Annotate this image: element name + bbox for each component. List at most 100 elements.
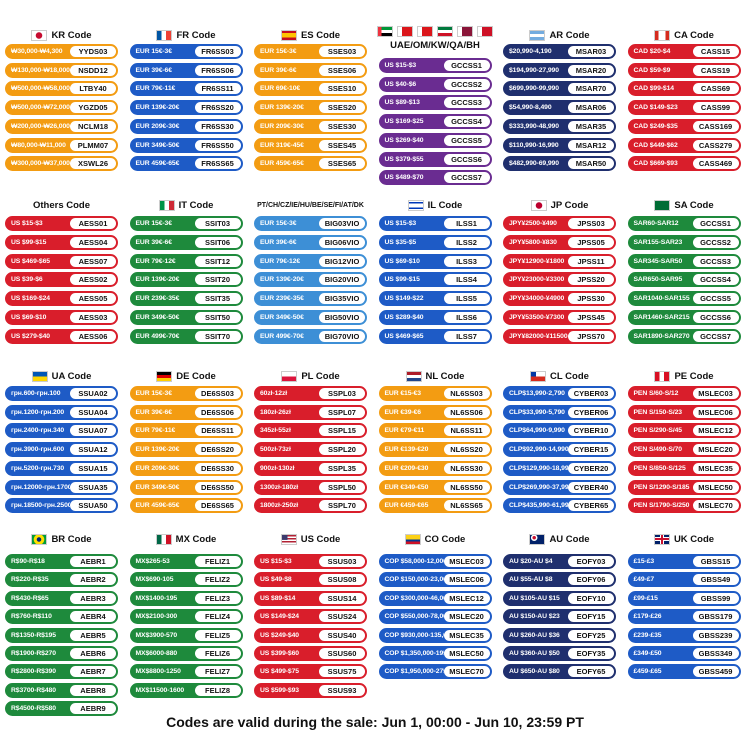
price-range: PEN S/150-S/23 (633, 408, 683, 416)
price-range: US $35-$5 (384, 238, 417, 246)
coupon-pill: PEN S/850-S/125 MSLEC35 (627, 460, 741, 476)
coupon-code: GCCSS6 (692, 312, 739, 323)
price-range: £459-£65 (633, 668, 662, 676)
title-text: ES Code (300, 29, 341, 41)
section-title: JP Code (503, 198, 616, 212)
price-range: EUR 459€-65€ (260, 160, 304, 168)
price-range: EUR €209-€30 (384, 464, 429, 472)
price-range: 500zł-73zł (260, 446, 291, 454)
price-range: R$1350-R$195 (11, 631, 56, 639)
price-range: EUR 39€-6€ (260, 238, 297, 246)
coupon-code: FELIZ5 (194, 629, 241, 641)
price-range: ₩200,000-₩26,000 (11, 122, 70, 130)
price-range: US $289-$40 (384, 314, 424, 321)
coupon-code: NL6SS20 (443, 444, 490, 456)
coupon-code: SSUA50 (70, 500, 116, 512)
coupon-pill: грн.2400-грн.340 SSUA07 (5, 423, 118, 439)
coupon-code: JPSS30 (568, 293, 614, 305)
price-range: SAR650-SAR95 (633, 276, 683, 284)
title-text: NL Code (425, 370, 465, 382)
coupon-pill: ₩300,000-₩37,000 XSWL26 (5, 156, 118, 172)
section-title: UA Code (5, 369, 118, 383)
coupon-code: SSUS40 (319, 629, 365, 641)
coupon-pill: EUR 139€-20€ FR6SS20 (129, 100, 243, 116)
coupon-pill: US $499-$75 SSUS75 (254, 664, 367, 680)
coupon-pill: EUR €209-€30 NL6SS30 (378, 460, 492, 476)
coupon-code: ILSS4 (443, 274, 490, 286)
coupon-code: YGZD05 (70, 102, 116, 114)
coupon-code: AEBR8 (70, 684, 116, 696)
price-range: CLP$269,990-37,990 (509, 483, 568, 491)
price-range: PEN S/850-S/125 (633, 464, 686, 472)
price-range: CLP$129,990-18,990 (509, 464, 568, 472)
coupon-pill: JPY¥53500-¥7300 JPSS45 (503, 310, 616, 325)
price-range: AU $105-AU $15 (509, 594, 560, 602)
section-title: DE Code (130, 369, 243, 383)
coupon-code: MSLEC20 (443, 611, 490, 623)
price-range: MX$6000-880 (135, 650, 178, 657)
price-range: US $40-$6 (384, 80, 417, 88)
coupon-code: DE6SS50 (194, 481, 241, 493)
section-title: SA Code (628, 198, 741, 212)
coupon-code: MSLEC20 (692, 444, 739, 456)
coupon-pill: SAR650-SAR95 GCCSS4 (627, 272, 741, 288)
coupon-code: AESS07 (70, 255, 116, 267)
coupon-pill: EUR 349€-50€ BIG50VIO (254, 310, 367, 325)
coupon-pill: EUR 79€-12€ BIG12VIO (254, 253, 367, 269)
coupon-code: SSIT03 (194, 218, 241, 229)
flag-icon (397, 25, 413, 37)
coupon-code: SSIT70 (194, 330, 241, 342)
price-range: US $89-$14 (260, 594, 296, 602)
coupon-code: CYBER65 (568, 500, 614, 512)
price-range: SAR345-SAR50 (633, 257, 683, 265)
coupon-code: BIG35VIO (319, 293, 365, 305)
coupon-code: MSAR35 (568, 120, 614, 132)
price-range: US $69-$10 (384, 257, 420, 265)
coupon-code: NL6SS06 (443, 406, 490, 418)
coupon-pill: MX$2100-300 FELIZ4 (129, 609, 243, 625)
coupon-pill: 60zł-12zł SSPL03 (254, 386, 367, 401)
coupon-pill: COP $150,000-23,000MSLEC06 (378, 572, 492, 588)
coupon-code: NL6SS30 (443, 462, 490, 474)
coupon-code: FELIZ7 (194, 666, 241, 678)
coupon-code: SSES06 (319, 64, 365, 76)
coupon-code: GCCSS1 (443, 60, 490, 71)
coupon-code: SSPL35 (319, 462, 365, 474)
coupon-code: XSWL26 (70, 158, 116, 170)
coupon-pill: US $35-$5 ILSS2 (378, 234, 492, 250)
price-range: US $269-$40 (384, 136, 424, 144)
coupon-pill: AU $150-AU $23 EOFY15 (503, 609, 616, 625)
coupon-pill: EUR 499€-70€ SSIT70 (129, 328, 243, 344)
coupon-pill: CAD $449-$62 CASS279 (627, 137, 741, 153)
price-range: SAR1460-SAR215 (633, 314, 690, 321)
coupon-code: GBSS49 (692, 574, 739, 586)
coupon-pill: EUR 459€-65€ FR6SS65 (129, 156, 243, 172)
section-title: UAE/OM/KW/QA/BH (379, 38, 492, 52)
coupon-code: CASS169 (692, 120, 739, 132)
price-range: SAR1890-SAR270 (633, 332, 690, 340)
coupon-code: FELIZ6 (194, 648, 241, 659)
coupon-pill: EUR 139€-20€ BIG20VIO (254, 272, 367, 288)
section-title: PT/CH/CZ/IE/HU/BE/SE/FI/AT/DK (254, 198, 367, 212)
coupon-code: SSUS60 (319, 648, 365, 659)
coupon-pill: EUR €39-€6 NL6SS06 (378, 404, 492, 420)
coupon-pill: AU $55-AU $8 EOFY06 (503, 572, 616, 588)
coupon-pill: CLP$92,990-14,990 CYBER15 (503, 442, 616, 458)
coupon-code: MSLEC03 (443, 556, 490, 567)
coupon-pill: CAD $20-$4 CASS15 (627, 44, 741, 59)
price-range: $194,990-27,990 (509, 66, 559, 74)
coupon-code: DE6SS20 (194, 444, 241, 456)
coupon-code: SSIT50 (194, 312, 241, 323)
price-range: EUR 15€-3€ (135, 390, 173, 397)
price-range: CLP$92,990-14,990 (509, 446, 568, 454)
coupon-pill: ₩500,000-₩58,000 LTBY40 (5, 81, 118, 97)
price-range: US $149-$22 (384, 295, 424, 303)
price-range: EUR €349-€50 (384, 483, 429, 491)
price-range: US $599-$93 (260, 686, 299, 694)
coupon-pill: EUR 239€-35€ BIG35VIO (254, 291, 367, 307)
coupon-pill: EUR 15€-3€ DE6SS03 (129, 386, 243, 401)
coupon-pill: PEN S/1790-S/250 MSLEC70 (627, 498, 741, 514)
coupon-code: CASS15 (692, 46, 739, 57)
coupon-pill: US $469-$65 AESS07 (5, 253, 118, 269)
